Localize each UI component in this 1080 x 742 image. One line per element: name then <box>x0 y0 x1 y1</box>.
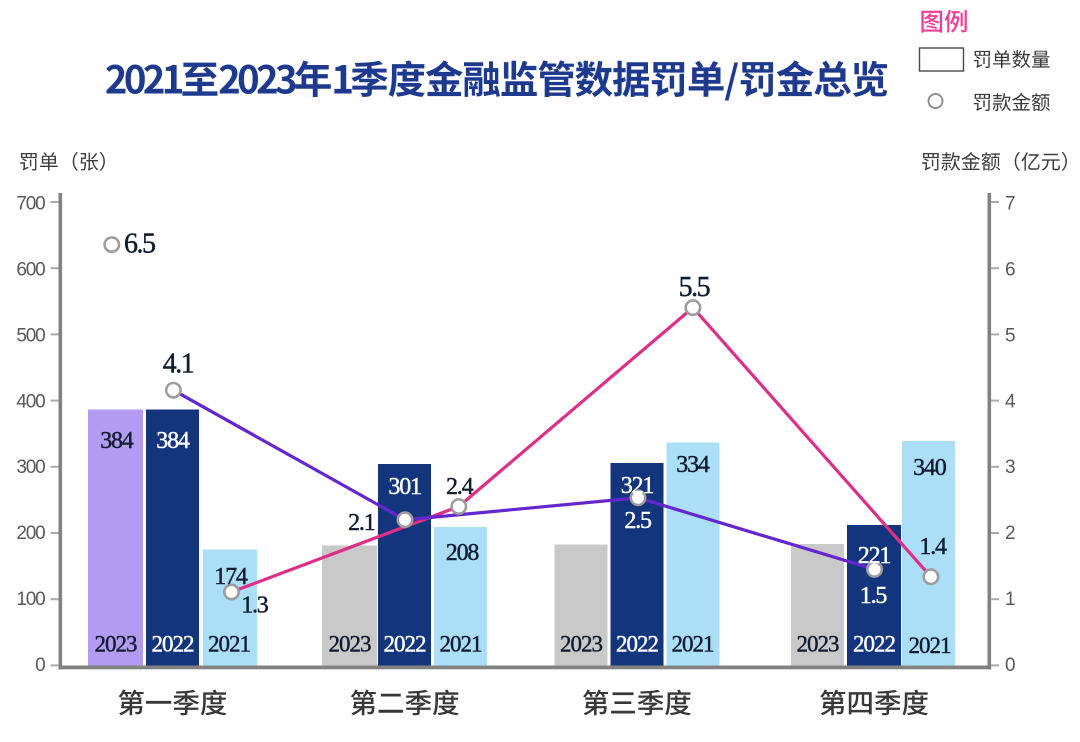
svg-text:301: 301 <box>388 474 421 500</box>
svg-text:4.1: 4.1 <box>163 349 194 380</box>
svg-text:700: 700 <box>16 194 45 215</box>
svg-text:2023: 2023 <box>95 632 138 657</box>
svg-text:2023: 2023 <box>797 632 840 657</box>
svg-text:2021: 2021 <box>440 632 483 657</box>
svg-text:200: 200 <box>16 523 45 544</box>
svg-text:300: 300 <box>16 457 45 478</box>
svg-text:5: 5 <box>1005 325 1016 346</box>
svg-text:174: 174 <box>214 564 248 590</box>
svg-text:2021: 2021 <box>208 632 251 657</box>
svg-text:2022: 2022 <box>384 632 427 657</box>
svg-text:2022: 2022 <box>152 632 195 657</box>
svg-text:384: 384 <box>100 428 134 454</box>
svg-text:0: 0 <box>1005 655 1016 676</box>
svg-text:100: 100 <box>16 589 45 610</box>
svg-text:340: 340 <box>913 455 947 481</box>
svg-text:1.4: 1.4 <box>919 534 947 560</box>
svg-text:400: 400 <box>16 391 45 412</box>
svg-text:1.5: 1.5 <box>860 583 888 609</box>
svg-text:0: 0 <box>35 655 45 676</box>
svg-text:2.1: 2.1 <box>348 510 375 536</box>
svg-text:208: 208 <box>446 540 480 566</box>
svg-text:5.5: 5.5 <box>679 272 710 303</box>
svg-text:2021: 2021 <box>909 633 952 658</box>
svg-text:7: 7 <box>1005 194 1016 215</box>
svg-text:6.5: 6.5 <box>124 229 155 260</box>
svg-text:2.4: 2.4 <box>446 474 474 500</box>
svg-text:2021: 2021 <box>672 632 715 657</box>
svg-text:6: 6 <box>1005 260 1016 281</box>
svg-text:500: 500 <box>16 325 45 346</box>
svg-text:221: 221 <box>858 543 891 569</box>
svg-text:2023: 2023 <box>560 632 603 657</box>
svg-text:1: 1 <box>1005 589 1016 610</box>
svg-text:3: 3 <box>1005 457 1016 478</box>
svg-text:1.3: 1.3 <box>241 593 269 619</box>
svg-text:2: 2 <box>1005 523 1016 544</box>
svg-text:321: 321 <box>621 473 654 499</box>
svg-text:2022: 2022 <box>616 632 659 657</box>
svg-text:2.5: 2.5 <box>624 508 652 534</box>
svg-text:2023: 2023 <box>329 632 372 657</box>
svg-text:2022: 2022 <box>853 632 896 657</box>
svg-text:600: 600 <box>16 260 45 281</box>
svg-text:334: 334 <box>676 452 710 478</box>
svg-text:4: 4 <box>1005 391 1016 412</box>
svg-text:384: 384 <box>156 428 190 454</box>
